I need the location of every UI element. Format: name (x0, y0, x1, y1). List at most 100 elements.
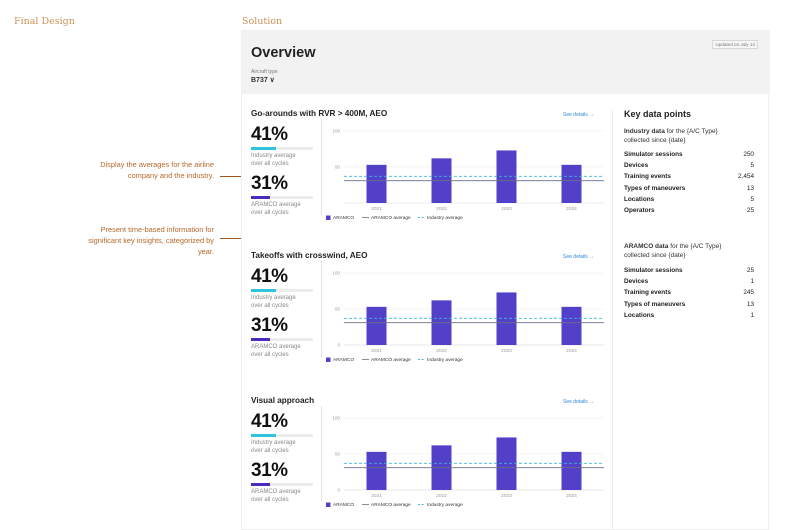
final-design-header: Final Design (14, 16, 75, 27)
y-tick-label: 50 (335, 165, 341, 170)
y-tick-label: 100 (332, 129, 340, 134)
company-average-bar (251, 338, 313, 341)
key-data-value: 25 (746, 267, 754, 274)
y-tick-label: 0 (337, 343, 340, 348)
key-data-value: 25 (746, 207, 754, 214)
x-tick-label: 2021 (371, 348, 382, 354)
section-title: Takeoffs with crosswind, AEO (251, 251, 368, 260)
key-data-value: 1 (750, 311, 754, 319)
company-average-value: 31% (251, 173, 288, 194)
key-data-label: Types of maneuvers (624, 184, 686, 192)
legend-label-aramco: ARAMCO (333, 215, 354, 221)
legend-label-industry-average: Industry average (427, 357, 463, 363)
updated-badge: Updated on July 14 (712, 40, 758, 49)
key-data-value: 13 (746, 184, 754, 192)
legend-label-aramco: ARAMCO (333, 357, 354, 363)
industry-average-bar (251, 147, 313, 150)
key-data-label: Locations (624, 195, 655, 203)
y-tick-label: 50 (335, 452, 341, 457)
key-data-label: Types of maneuvers (624, 300, 686, 308)
company-data-subtitle: ARAMCO data for the {A/C Type} collected… (624, 243, 722, 259)
overview-header: Overview Updated on July 14 Aircraft typ… (242, 31, 770, 94)
industry-average-label: Industry average over all cycles (251, 153, 296, 167)
solution-header: Solution (242, 16, 283, 27)
aircraft-type-select[interactable]: B737 ∨ (251, 77, 275, 84)
chart-section: Visual approach See details → 41% Indust… (251, 396, 604, 521)
industry-average-value: 41% (251, 124, 288, 145)
bar (366, 164, 387, 203)
bar-chart: 100 50 0 2021 2022 2023 2024 ARAMCO ARAMCO avera… (321, 261, 616, 376)
company-average-label: ARAMCO average over all cycles (251, 344, 301, 358)
key-data-row: Simulator sessions 25 (624, 267, 754, 277)
industry-average-bar (251, 289, 313, 292)
legend-swatch-aramco (326, 357, 331, 362)
x-tick-label: 2022 (436, 206, 447, 212)
y-tick-label: 100 (332, 416, 340, 421)
chart-section: Go-arounds with RVR > 400M, AEO See deta… (251, 109, 604, 234)
key-data-row: Types of maneuvers 13 (624, 185, 754, 195)
chart-divider (321, 261, 322, 357)
see-details-link[interactable]: See details → (563, 112, 595, 118)
chart-section: Takeoffs with crosswind, AEO See details… (251, 251, 604, 376)
company-average-value: 31% (251, 315, 288, 336)
key-data-row: Types of maneuvers 13 (624, 301, 754, 311)
bar-chart: 100 50 0 2021 2022 2023 2024 ARAMCO ARAMCO avera… (321, 406, 616, 521)
key-data-label: Operators (624, 207, 655, 214)
bar-chart: 100 50 2021 2022 2023 2024 ARAMCO ARAMCO averag… (321, 119, 616, 234)
x-tick-label: 2023 (501, 493, 512, 499)
company-average-label: ARAMCO average over all cycles (251, 202, 301, 216)
legend-label-aramco-average: ARAMCO average (371, 357, 411, 363)
key-data-value: 1 (750, 278, 754, 286)
x-tick-label: 2022 (436, 348, 447, 354)
key-data-row: Devices 1 (624, 278, 754, 288)
bar (366, 451, 387, 490)
bar (366, 306, 387, 345)
chart-divider (321, 119, 322, 215)
key-data-label: Devices (624, 162, 649, 170)
industry-average-label: Industry average over all cycles (251, 440, 296, 454)
chart-divider (321, 406, 322, 502)
bar (561, 164, 582, 203)
industry-average-label: Industry average over all cycles (251, 295, 296, 309)
x-tick-label: 2024 (566, 348, 577, 354)
chart-svg: 100 50 0 2021 2022 2023 2024 ARAMCO ARAMCO avera… (326, 271, 604, 363)
x-tick-label: 2021 (371, 206, 382, 212)
key-data-row: Devices 5 (624, 162, 754, 172)
key-data-label: Training events (624, 289, 671, 297)
key-data-value: 2,454 (738, 173, 754, 181)
key-data-row: Training events 2,454 (624, 173, 754, 183)
key-data-row: Simulator sessions 250 (624, 151, 754, 161)
legend-label-aramco-average: ARAMCO average (371, 215, 411, 221)
page-title: Overview (251, 45, 316, 61)
key-data-label: Simulator sessions (624, 151, 683, 158)
key-data-label: Locations (624, 311, 655, 319)
key-data-label: Training events (624, 173, 671, 181)
see-details-link[interactable]: See details → (563, 399, 595, 405)
legend-label-industry-average: Industry average (427, 215, 463, 221)
company-average-bar (251, 196, 313, 199)
x-tick-label: 2024 (566, 493, 577, 499)
chart-svg: 100 50 0 2021 2022 2023 2024 ARAMCO ARAMCO avera… (326, 416, 604, 508)
legend-swatch-aramco (326, 502, 331, 507)
industry-average-value: 41% (251, 266, 288, 287)
x-tick-label: 2023 (501, 206, 512, 212)
company-average-bar (251, 483, 313, 486)
key-data-row: Operators 25 (624, 207, 754, 217)
y-tick-label: 50 (335, 307, 341, 312)
x-tick-label: 2022 (436, 493, 447, 499)
key-data-row: Locations 1 (624, 312, 754, 322)
y-tick-label: 0 (337, 488, 340, 493)
bar (561, 306, 582, 345)
see-details-link[interactable]: See details → (563, 254, 595, 260)
industry-data-subtitle: Industry data for the {A/C Type} collect… (624, 128, 718, 144)
legend-label-aramco: ARAMCO (333, 502, 354, 508)
industry-average-bar (251, 434, 313, 437)
annotation-time-based: Present time-based information for signi… (88, 225, 214, 256)
legend-label-aramco-average: ARAMCO average (371, 502, 411, 508)
industry-average-value: 41% (251, 411, 288, 432)
section-title: Visual approach (251, 396, 315, 405)
key-data-value: 245 (743, 289, 754, 297)
key-data-row: Training events 245 (624, 289, 754, 299)
key-data-value: 5 (750, 162, 754, 170)
column-divider (612, 110, 613, 530)
